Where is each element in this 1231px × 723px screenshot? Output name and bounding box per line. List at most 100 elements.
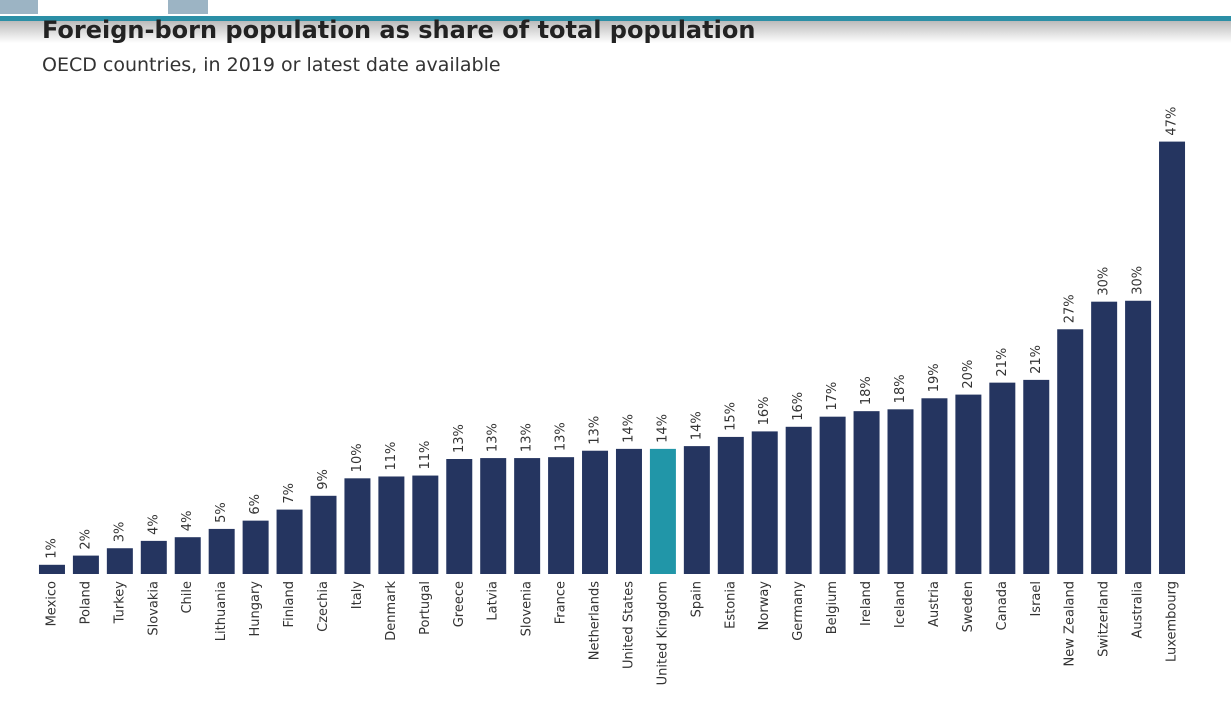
value-label: 13% — [520, 423, 535, 452]
bar — [480, 458, 507, 574]
bar — [683, 446, 710, 574]
bar — [242, 520, 269, 574]
bar — [310, 495, 337, 574]
x-tick-label: Belgium — [825, 581, 840, 634]
bar — [819, 416, 846, 574]
x-tick-label: Iceland — [893, 581, 908, 628]
bar — [615, 448, 642, 574]
x-tick-label: Chile — [180, 581, 195, 614]
bar — [106, 548, 133, 574]
bar — [887, 409, 914, 574]
bar — [853, 411, 880, 574]
x-tick-label: Hungary — [248, 581, 263, 637]
x-tick-label: Portugal — [418, 581, 433, 635]
value-label: 6% — [248, 494, 263, 515]
header-shadow — [0, 21, 1231, 43]
value-label: 18% — [893, 374, 908, 403]
value-label: 1% — [44, 538, 59, 559]
bar — [344, 478, 371, 574]
x-tick-label: Israel — [1029, 581, 1044, 617]
value-label: 14% — [689, 411, 704, 440]
x-tick-label: Luxembourg — [1165, 581, 1180, 662]
bar — [751, 431, 778, 574]
value-label: 14% — [655, 414, 670, 443]
bar — [514, 458, 541, 574]
x-tick-label: Poland — [78, 581, 93, 624]
value-label: 11% — [418, 441, 433, 470]
value-label: 18% — [859, 376, 874, 405]
x-tick-label: Netherlands — [588, 581, 603, 660]
x-tick-label: Mexico — [44, 581, 59, 626]
x-tick-label: New Zealand — [1063, 581, 1078, 666]
bar — [446, 459, 473, 574]
header-line — [0, 16, 1231, 21]
value-label: 19% — [927, 363, 942, 392]
bar — [276, 509, 303, 574]
value-label: 21% — [1029, 345, 1044, 374]
bar — [1159, 141, 1186, 574]
chart-subtitle: OECD countries, in 2019 or latest date a… — [42, 54, 501, 76]
value-label: 30% — [1131, 266, 1146, 295]
value-label: 4% — [180, 511, 195, 532]
x-tick-label: Finland — [282, 581, 297, 627]
x-tick-label: United States — [621, 581, 636, 669]
bar — [140, 540, 167, 574]
bar — [921, 398, 948, 574]
value-label: 16% — [757, 396, 772, 425]
value-label: 11% — [384, 442, 399, 471]
value-label: 17% — [825, 382, 840, 411]
bar — [72, 555, 99, 574]
value-label: 3% — [112, 522, 127, 543]
bar — [955, 394, 982, 574]
x-tick-label: Czechia — [316, 581, 331, 632]
value-label: 7% — [282, 483, 297, 504]
value-label: 16% — [791, 392, 806, 421]
value-label: 9% — [316, 469, 331, 490]
value-label: 13% — [486, 423, 501, 452]
x-tick-label: Italy — [350, 581, 365, 610]
chart-title: Foreign-born population as share of tota… — [42, 16, 755, 44]
logo-fragment — [168, 0, 208, 14]
bar — [989, 382, 1016, 574]
value-label: 2% — [78, 529, 93, 550]
x-tick-label: France — [554, 581, 569, 624]
bar — [548, 457, 575, 574]
bar — [785, 426, 812, 574]
logo-fragment — [0, 0, 38, 14]
value-label: 21% — [995, 348, 1010, 377]
bar — [208, 528, 235, 574]
x-tick-label: Austria — [927, 581, 942, 627]
bar — [649, 448, 676, 574]
value-label: 13% — [588, 416, 603, 445]
value-label: 27% — [1063, 294, 1078, 323]
bar — [174, 537, 201, 574]
bar — [38, 564, 65, 574]
x-tick-label: Ireland — [859, 581, 874, 626]
value-label: 13% — [452, 424, 467, 453]
x-tick-label: Greece — [452, 581, 467, 627]
header-strip — [0, 0, 1231, 16]
bar — [582, 450, 609, 574]
bar — [717, 436, 744, 574]
x-tick-label: Estonia — [723, 581, 738, 629]
x-tick-label: United Kingdom — [655, 581, 670, 685]
x-tick-label: Lithuania — [214, 581, 229, 641]
bar — [1057, 329, 1084, 574]
value-label: 47% — [1165, 107, 1180, 136]
bar — [412, 475, 439, 574]
x-tick-label: Latvia — [486, 581, 501, 621]
value-label: 10% — [350, 443, 365, 472]
value-label: 20% — [961, 360, 976, 389]
bar — [1023, 379, 1050, 574]
value-label: 30% — [1097, 267, 1112, 296]
value-label: 5% — [214, 502, 229, 523]
x-tick-label: Turkey — [112, 581, 127, 625]
bar — [1125, 300, 1152, 574]
x-tick-label: Canada — [995, 581, 1010, 630]
bar — [378, 476, 405, 574]
x-tick-label: Spain — [689, 581, 704, 617]
value-label: 15% — [723, 402, 738, 431]
value-label: 14% — [621, 414, 636, 443]
x-tick-label: Denmark — [384, 581, 399, 641]
